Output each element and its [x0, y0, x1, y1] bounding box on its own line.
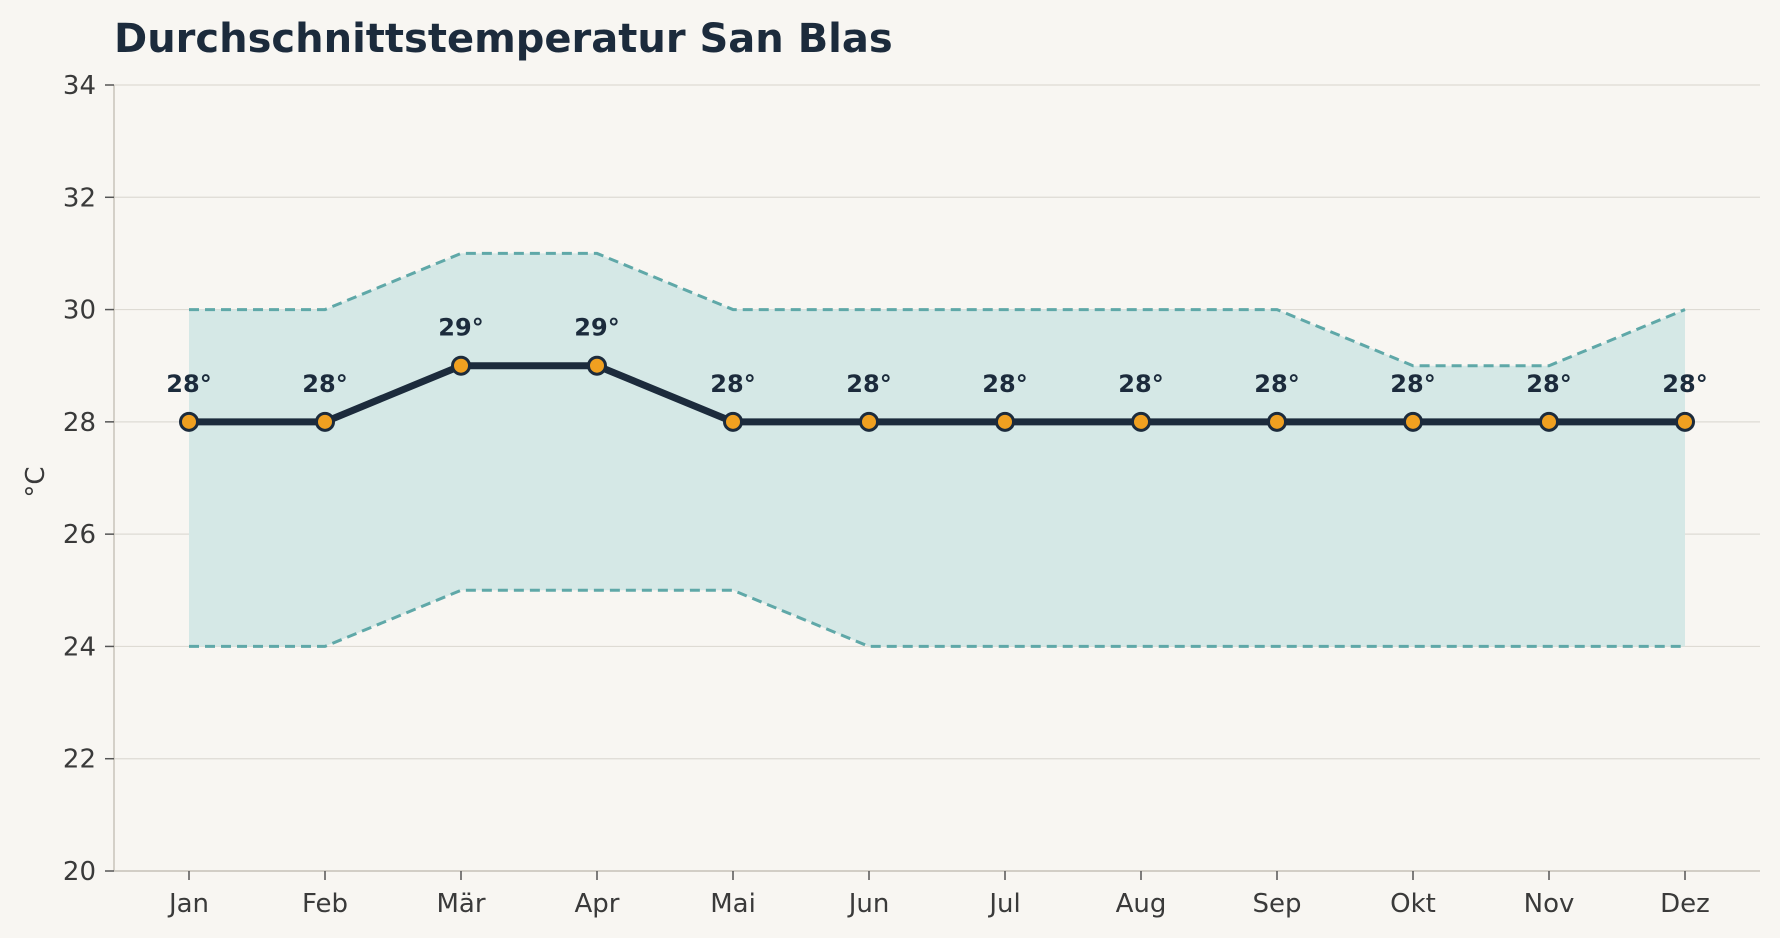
x-tick-label-9: Okt	[1390, 889, 1436, 919]
data-point-4	[723, 411, 743, 432]
y-tick-label-22: 22	[63, 745, 96, 775]
x-tick-label-3: Apr	[575, 889, 620, 919]
x-tick-label-7: Aug	[1116, 889, 1167, 919]
x-tick-label-5: Jun	[847, 889, 890, 919]
data-point-6	[995, 411, 1015, 432]
series-average	[179, 355, 1695, 432]
data-point-9	[1403, 411, 1423, 432]
data-label-10: 28°	[1526, 370, 1571, 398]
y-axis-label: °C	[21, 466, 51, 497]
series-line	[185, 362, 1689, 426]
x-tick-label-6: Jul	[987, 889, 1020, 919]
band-fill	[189, 253, 1685, 647]
data-label-5: 28°	[846, 370, 891, 398]
data-label-2: 29°	[438, 314, 483, 342]
y-tick-label-20: 20	[63, 857, 96, 887]
data-point-10	[1539, 411, 1559, 432]
x-tick-label-8: Sep	[1252, 889, 1301, 919]
x-tick-label-4: Mai	[710, 889, 756, 919]
data-label-3: 29°	[574, 314, 619, 342]
temperature-band	[189, 251, 1686, 648]
data-label-0: 28°	[166, 370, 211, 398]
y-tick-label-28: 28	[63, 408, 96, 438]
data-point-0	[179, 411, 199, 432]
data-point-8	[1267, 411, 1287, 432]
y-tick-label-26: 26	[63, 520, 96, 550]
data-labels: 28° 28° 29° 29° 28° 28° 28° 28° 28° 28° 28° 28°	[166, 314, 1707, 398]
data-point-3	[587, 355, 607, 376]
data-point-7	[1131, 411, 1151, 432]
y-tick-label-32: 32	[63, 183, 96, 213]
y-axis-ticks: 20 22 24 26 28 30 32 34	[63, 71, 114, 887]
data-label-9: 28°	[1390, 370, 1435, 398]
data-point-2	[451, 355, 471, 376]
data-label-6: 28°	[982, 370, 1027, 398]
x-tick-label-2: Mär	[436, 889, 485, 919]
data-point-11	[1675, 411, 1695, 432]
data-label-8: 28°	[1254, 370, 1299, 398]
data-label-4: 28°	[710, 370, 755, 398]
band-upper-line	[189, 251, 1686, 368]
x-tick-label-0: Jan	[167, 889, 209, 919]
y-tick-label-24: 24	[63, 632, 96, 662]
data-label-7: 28°	[1118, 370, 1163, 398]
data-label-11: 28°	[1662, 370, 1707, 398]
x-tick-label-11: Dez	[1660, 889, 1710, 919]
data-point-1	[315, 411, 335, 432]
x-tick-label-10: Nov	[1524, 889, 1575, 919]
x-tick-label-1: Feb	[302, 889, 348, 919]
y-tick-label-34: 34	[63, 71, 96, 101]
axes	[113, 85, 1760, 872]
y-tick-label-30: 30	[63, 296, 96, 326]
chart-title: Durchschnittstemperatur San Blas	[114, 16, 893, 62]
data-point-5	[859, 411, 879, 432]
band-lower-line	[189, 588, 1685, 648]
data-label-1: 28°	[302, 370, 347, 398]
x-axis-ticks: Jan Feb Mär Apr Mai Jun Jul Aug Sep Okt Nov Dez	[167, 871, 1710, 919]
